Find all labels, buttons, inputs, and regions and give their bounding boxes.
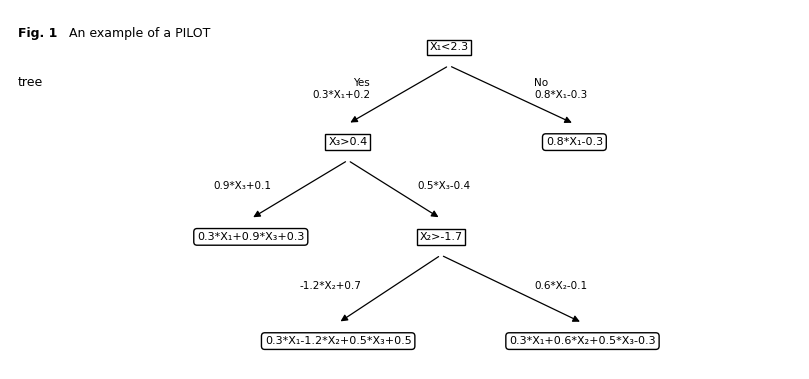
Text: X₃>0.4: X₃>0.4 <box>328 137 367 147</box>
Text: 0.9*X₃+0.1: 0.9*X₃+0.1 <box>213 182 271 191</box>
Text: -1.2*X₂+0.7: -1.2*X₂+0.7 <box>299 281 361 291</box>
Text: Yes
0.3*X₁+0.2: Yes 0.3*X₁+0.2 <box>312 78 370 100</box>
Text: X₁<2.3: X₁<2.3 <box>430 42 468 52</box>
Text: 0.3*X₁+0.9*X₃+0.3: 0.3*X₁+0.9*X₃+0.3 <box>197 232 304 242</box>
Text: 0.3*X₁-1.2*X₂+0.5*X₃+0.5: 0.3*X₁-1.2*X₂+0.5*X₃+0.5 <box>265 336 412 346</box>
Text: X₂>-1.7: X₂>-1.7 <box>419 232 463 242</box>
Text: 0.8*X₁-0.3: 0.8*X₁-0.3 <box>546 137 603 147</box>
Text: No
0.8*X₁-0.3: No 0.8*X₁-0.3 <box>534 78 587 100</box>
Text: 0.3*X₁+0.6*X₂+0.5*X₃-0.3: 0.3*X₁+0.6*X₂+0.5*X₃-0.3 <box>509 336 656 346</box>
Text: tree: tree <box>18 76 43 89</box>
Text: 0.5*X₃-0.4: 0.5*X₃-0.4 <box>417 182 470 191</box>
Text: 0.6*X₂-0.1: 0.6*X₂-0.1 <box>534 281 587 291</box>
Text: An example of a PILOT: An example of a PILOT <box>69 27 210 39</box>
Text: Fig. 1: Fig. 1 <box>18 27 57 39</box>
